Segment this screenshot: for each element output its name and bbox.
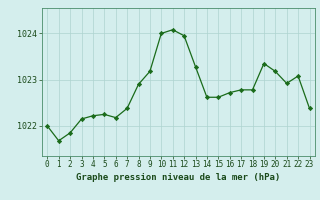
X-axis label: Graphe pression niveau de la mer (hPa): Graphe pression niveau de la mer (hPa): [76, 173, 281, 182]
